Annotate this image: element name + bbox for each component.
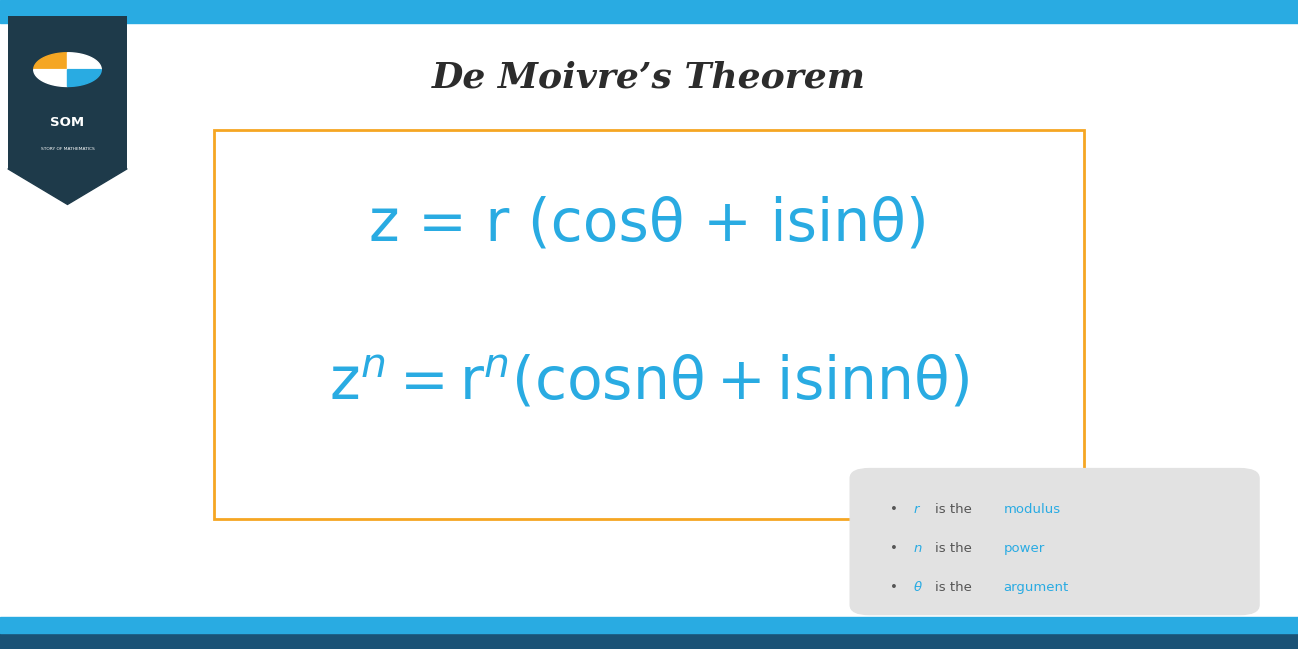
Text: r: r <box>914 503 919 516</box>
Text: $\mathrm{z}^n = \mathrm{r}^n(\mathrm{cosn\theta + isinn\theta})$: $\mathrm{z}^n = \mathrm{r}^n(\mathrm{cos… <box>328 354 970 411</box>
Text: SOM: SOM <box>51 116 84 130</box>
Text: n: n <box>914 542 922 555</box>
Text: STORY OF MATHEMATICS: STORY OF MATHEMATICS <box>40 147 95 151</box>
Polygon shape <box>8 169 127 204</box>
Text: power: power <box>1003 542 1045 555</box>
Text: •: • <box>890 503 898 516</box>
Text: z = r (cosθ + isinθ): z = r (cosθ + isinθ) <box>369 195 929 252</box>
Text: modulus: modulus <box>1003 503 1060 516</box>
Bar <box>0 633 1298 649</box>
Text: •: • <box>890 542 898 555</box>
Text: θ: θ <box>914 581 922 594</box>
Text: is the: is the <box>935 581 971 594</box>
Polygon shape <box>67 69 101 86</box>
Polygon shape <box>34 53 67 69</box>
Text: De Moivre’s Theorem: De Moivre’s Theorem <box>432 61 866 95</box>
Bar <box>0 617 1298 633</box>
Polygon shape <box>34 69 67 86</box>
Text: argument: argument <box>1003 581 1068 594</box>
Text: is the: is the <box>935 542 971 555</box>
FancyBboxPatch shape <box>850 469 1259 615</box>
FancyBboxPatch shape <box>214 130 1084 519</box>
FancyBboxPatch shape <box>8 16 127 169</box>
Text: •: • <box>890 581 898 594</box>
Polygon shape <box>67 53 101 69</box>
Text: is the: is the <box>935 503 971 516</box>
Bar <box>0 0 1298 23</box>
